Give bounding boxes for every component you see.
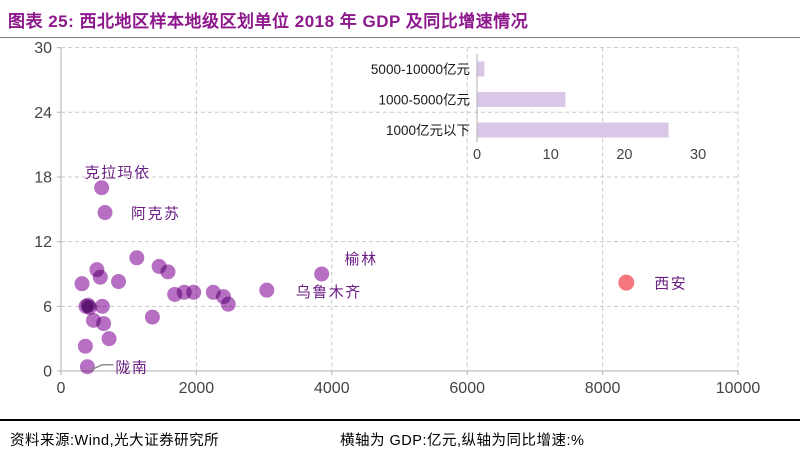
- gdp-growth-scatter-chart: 0 6 12 18 24 30 0 2000 4000 6000 8000 10000 5000-100…: [34, 40, 761, 397]
- scatter-point: [96, 316, 112, 332]
- annotation-connector: [91, 363, 114, 371]
- y-tick-label: 12: [34, 234, 52, 251]
- scatter-point: [74, 276, 90, 292]
- scatter-point: [94, 298, 110, 314]
- scatter-point-克拉玛依: [94, 180, 110, 196]
- point-label-乌鲁木齐: 乌鲁木齐: [296, 284, 362, 301]
- scatter-point: [81, 299, 97, 315]
- x-tick-label: 10000: [716, 380, 761, 397]
- y-tick-label: 18: [34, 169, 52, 186]
- figure-title: 图表 25: 西北地区样本地级区划单位 2018 年 GDP 及同比增速情况: [8, 12, 529, 31]
- x-tick-label: 4000: [314, 380, 350, 397]
- scatter-points: [74, 180, 635, 375]
- y-tick-label: 0: [43, 364, 52, 381]
- inset-tick-label: 20: [616, 147, 632, 163]
- point-label-榆林: 榆林: [345, 251, 378, 268]
- inset-category-label: 5000-10000亿元: [371, 62, 470, 77]
- inset-bar: [477, 61, 485, 77]
- scatter-point: [92, 269, 108, 285]
- scatter-point: [111, 274, 127, 290]
- y-tick-label: 30: [34, 40, 52, 57]
- inset-tick-label: 10: [543, 147, 559, 163]
- scatter-point-西安: [618, 274, 635, 291]
- inset-category-label: 1000亿元以下: [386, 123, 470, 138]
- x-tick-label: 0: [57, 380, 66, 397]
- x-tick-label: 2000: [179, 380, 215, 397]
- point-label-阿克苏: 阿克苏: [131, 206, 181, 223]
- x-tick-label: 8000: [585, 380, 621, 397]
- figure-footer: 资料来源:Wind,光大证券研究所 横轴为 GDP:亿元,纵轴为同比增速:%: [0, 426, 800, 456]
- chart-area: 0 6 12 18 24 30 0 2000 4000 6000 8000 10000 5000-100…: [0, 38, 800, 414]
- y-tick-label: 6: [43, 299, 52, 316]
- y-tick-label: 24: [34, 105, 52, 122]
- scatter-point: [220, 296, 236, 312]
- scatter-point-阿克苏: [97, 205, 113, 221]
- scatter-point: [129, 250, 145, 266]
- scatter-point: [101, 331, 117, 347]
- scatter-point-乌鲁木齐: [259, 282, 275, 298]
- scatter-point-陇南: [79, 359, 95, 375]
- scatter-point: [186, 284, 202, 300]
- inset-bar: [477, 92, 566, 107]
- source-note: 资料来源:Wind,光大证券研究所: [10, 433, 220, 449]
- scatter-point: [144, 309, 160, 325]
- title-divider: [0, 37, 800, 38]
- point-label-西安: 西安: [654, 276, 687, 293]
- inset-bar: [477, 122, 669, 138]
- scatter-point: [77, 338, 93, 354]
- inset-category-label: 1000-5000亿元: [378, 93, 470, 108]
- x-tick-label: 6000: [449, 380, 485, 397]
- axis-note: 横轴为 GDP:亿元,纵轴为同比增速:%: [340, 433, 585, 449]
- footer-divider: [0, 419, 800, 421]
- point-label-克拉玛依: 克拉玛依: [85, 165, 151, 182]
- scatter-point-榆林: [314, 266, 330, 282]
- inset-tick-label: 30: [690, 147, 706, 163]
- inset-tick-label: 0: [473, 147, 481, 163]
- scatter-point: [160, 264, 176, 280]
- point-label-陇南: 陇南: [115, 360, 148, 377]
